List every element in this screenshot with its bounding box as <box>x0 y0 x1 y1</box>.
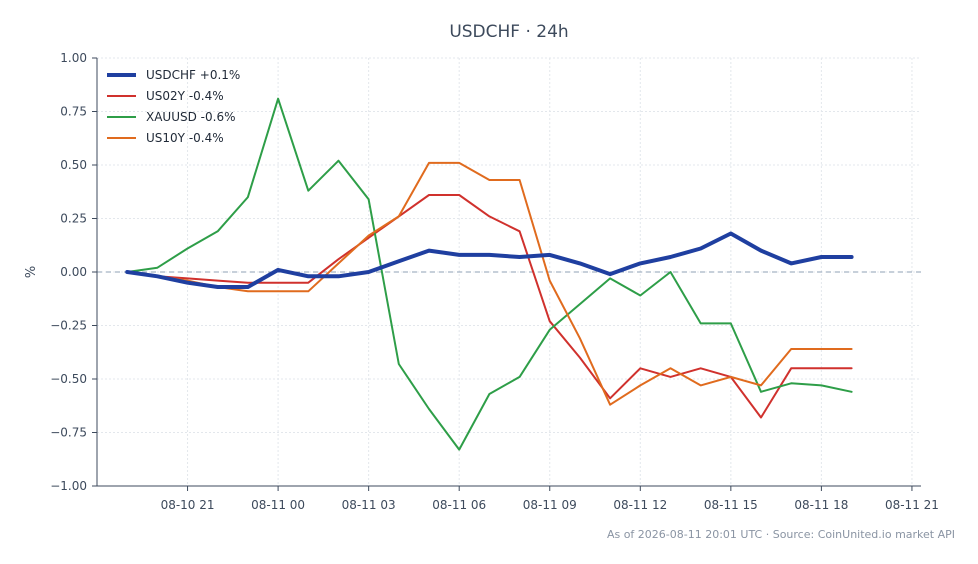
y-tick-label: 0.50 <box>60 158 87 172</box>
source-footer: As of 2026-08-11 20:01 UTC · Source: Coi… <box>607 528 955 541</box>
legend-entry: US02Y -0.4% <box>146 89 224 103</box>
y-tick-label: 0.25 <box>60 212 87 226</box>
y-tick-label: −0.25 <box>50 319 87 333</box>
y-tick-label: −1.00 <box>50 479 87 493</box>
x-tick-label: 08-11 03 <box>342 498 396 512</box>
series-line-0 <box>125 231 854 289</box>
legend-entry: USDCHF +0.1% <box>146 68 240 82</box>
x-tick-label: 08-11 12 <box>613 498 667 512</box>
series-lines <box>125 97 854 451</box>
y-tick-label: 0.00 <box>60 265 87 279</box>
y-tick-label: 1.00 <box>60 51 87 65</box>
chart-title: USDCHF · 24h <box>449 22 568 42</box>
x-tick-label: 08-11 21 <box>885 498 939 512</box>
axes: 1.00 0.75 0.50 0.25 0.00 −0.25 −0.50 −0.75 −1.00… <box>50 51 939 512</box>
series-line-3 <box>126 161 853 406</box>
y-tick-label: −0.50 <box>50 372 87 386</box>
y-tick-label: 0.75 <box>60 105 87 119</box>
x-tick-label: 08-11 09 <box>523 498 577 512</box>
series-line-2 <box>126 97 853 451</box>
x-tick-label: 08-11 15 <box>704 498 758 512</box>
y-tick-label: −0.75 <box>50 426 87 440</box>
legend-entry: US10Y -0.4% <box>146 131 224 145</box>
x-tick-label: 08-11 06 <box>432 498 486 512</box>
x-tick-label: 08-11 00 <box>251 498 305 512</box>
x-tick-label: 08-10 21 <box>161 498 215 512</box>
x-tick-label: 08-11 18 <box>794 498 848 512</box>
legend-entry: XAUUSD -0.6% <box>146 110 235 124</box>
series-line-1 <box>126 194 853 419</box>
y-axis-label: % <box>24 266 39 278</box>
legend: USDCHF +0.1% US02Y -0.4% XAUUSD -0.6% US10Y… <box>107 68 240 145</box>
